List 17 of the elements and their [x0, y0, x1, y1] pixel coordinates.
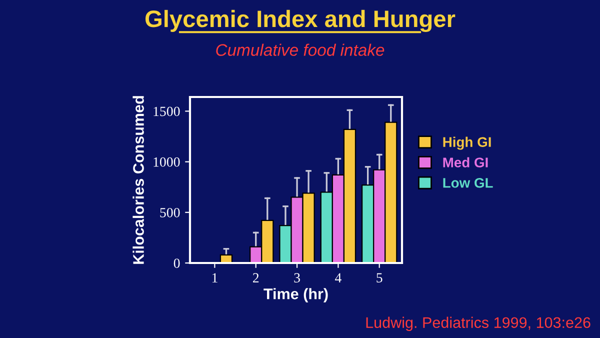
x-tick-label: 2: [253, 273, 259, 282]
y-tick-label: 500: [160, 208, 180, 218]
y-tick-label: 1000: [154, 157, 180, 167]
y-tick-label: 0: [174, 258, 180, 268]
legend-label: Low GL: [443, 178, 493, 188]
x-tick-label: 1: [212, 273, 218, 282]
x-tick-label: 5: [376, 273, 382, 282]
x-tick-label: 4: [334, 273, 342, 282]
chart-title: Glycemic Index and Hunger: [145, 10, 456, 32]
text: Ludwig. Pediatrics 1999, 103:e26: [366, 316, 590, 332]
legend-label: Med GI: [443, 157, 488, 168]
y-tick-label: 1500: [154, 106, 180, 116]
chart-subtitle: Cumulative food intake: [216, 44, 384, 56]
legend-label: High GI: [443, 136, 491, 150]
x-axis-title: Time (hr): [264, 288, 328, 302]
x-tick-label: 3: [294, 273, 300, 282]
y-axis-title: Kilocalories Consumed: [132, 96, 144, 264]
